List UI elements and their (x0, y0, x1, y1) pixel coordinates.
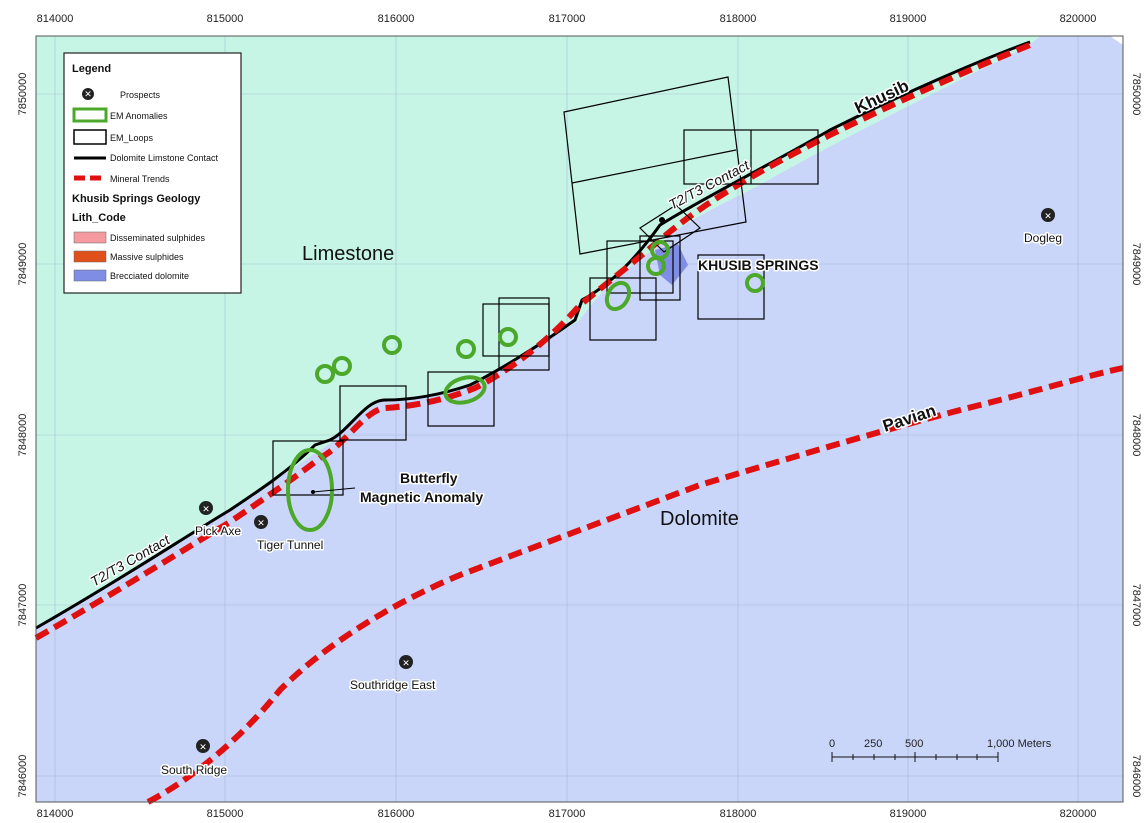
legend-geology-title: Khusib Springs Geology (72, 193, 201, 205)
prospect-label: Dogleg (1024, 231, 1062, 245)
y-tick-label: 7848000 (17, 414, 29, 457)
x-tick-label: 814000 (37, 13, 74, 25)
em-loop-swatch (73, 129, 107, 145)
em-anomaly (332, 356, 352, 376)
svg-text:✕: ✕ (1044, 211, 1052, 221)
brecciated-swatch (73, 269, 107, 282)
legend-trends: Mineral Trends (110, 174, 170, 184)
em-loops (272, 76, 819, 496)
prospect-tiger-tunnel: ✕ Tiger Tunnel (254, 515, 325, 554)
y-tick-label: 7850000 (1130, 73, 1142, 116)
x-tick-label: 818000 (720, 13, 757, 25)
y-axis-right: 7850000 7849000 7848000 7847000 7846000 (1130, 73, 1142, 798)
x-tick-label: 819000 (890, 13, 927, 25)
y-tick-label: 7846000 (17, 755, 29, 798)
legend-em-loops: EM_Loops (110, 133, 154, 143)
y-tick-label: 7850000 (17, 73, 29, 116)
x-tick-label: 817000 (549, 808, 586, 820)
em-loop-large (563, 76, 747, 255)
scale-tick-label: 500 (905, 738, 923, 750)
dolomite-limestone-contact (35, 40, 1031, 630)
em-loop (272, 440, 344, 496)
y-tick-label: 7846000 (1130, 755, 1142, 798)
prospect-label: Tiger Tunnel (257, 538, 323, 552)
y-tick-label: 7847000 (17, 584, 29, 627)
legend-prospects: Prospects (120, 90, 161, 100)
x-axis-bottom: 814000 815000 816000 817000 818000 81900… (37, 808, 1097, 820)
khusib-trend (34, 42, 1032, 641)
x-tick-label: 819000 (890, 808, 927, 820)
y-tick-label: 7848000 (1130, 414, 1142, 457)
limestone-label: Limestone (302, 243, 394, 265)
prospect-southridge-east: ✕ Southridge East (349, 655, 438, 694)
scale-tick-label: 1,000 Meters (987, 738, 1052, 750)
em-anomaly-swatch (72, 107, 108, 123)
legend-brecciated: Brecciated dolomite (110, 271, 189, 281)
khusib-springs-label: KHUSIB SPRINGS (698, 257, 819, 273)
x-tick-label: 815000 (207, 808, 244, 820)
x-tick-label: 818000 (720, 808, 757, 820)
map-frame (35, 35, 1124, 803)
y-tick-label: 7849000 (17, 243, 29, 286)
em-anomaly (456, 339, 476, 359)
x-tick-label: 817000 (549, 13, 586, 25)
legend-title: Legend (72, 63, 111, 75)
em-anomalies (286, 240, 765, 532)
svg-text:✕: ✕ (84, 89, 92, 99)
legend-lith-title: Lith_Code (72, 212, 126, 224)
x-axis-top: 814000 815000 816000 817000 818000 81900… (37, 13, 1097, 25)
svg-text:✕: ✕ (199, 742, 207, 752)
massive-swatch (73, 250, 107, 263)
disseminated-swatch (73, 231, 107, 244)
em-anomaly (443, 375, 487, 405)
y-axis-left: 7850000 7849000 7848000 7847000 7846000 (17, 73, 29, 798)
legend-massive: Massive sulphides (110, 252, 184, 262)
scale-tick-label: 0 (829, 738, 835, 750)
svg-text:✕: ✕ (202, 504, 210, 514)
em-anomaly (382, 335, 402, 355)
x-tick-label: 820000 (1060, 808, 1097, 820)
x-tick-label: 816000 (378, 13, 415, 25)
prospect-pick-axe: ✕ Pick Axe (194, 501, 243, 540)
em-anomaly (745, 273, 765, 293)
y-tick-label: 7847000 (1130, 584, 1142, 627)
x-tick-label: 815000 (207, 13, 244, 25)
butterfly-leader (312, 487, 356, 493)
prospect-dogleg: ✕ Dogleg (1023, 208, 1064, 247)
pavian-trend (146, 365, 1124, 805)
em-anomaly (604, 280, 632, 312)
prospect-south-ridge: ✕ South Ridge (160, 739, 229, 779)
scale-bar: 0 250 500 1,000 Meters (829, 738, 1052, 762)
em-anomaly (498, 327, 518, 347)
limestone-area (36, 36, 1040, 628)
svg-text:✕: ✕ (257, 518, 265, 528)
x-tick-label: 816000 (378, 808, 415, 820)
em-loop (339, 385, 407, 441)
em-loop (427, 371, 495, 427)
butterfly-label-line2: Magnetic Anomaly (360, 489, 483, 505)
prospect-icon (82, 88, 94, 100)
prospect-label: Southridge East (350, 678, 436, 692)
em-loop (639, 235, 681, 301)
svg-text:✕: ✕ (402, 658, 410, 668)
scale-tick-label: 250 (864, 738, 882, 750)
x-tick-label: 814000 (37, 808, 74, 820)
em-anomaly (315, 364, 335, 384)
x-tick-label: 820000 (1060, 13, 1097, 25)
dolomite-label: Dolomite (660, 508, 739, 530)
prospect-label: South Ridge (161, 763, 227, 777)
butterfly-label-line1: Butterfly (400, 470, 458, 486)
em-anomaly (650, 240, 670, 260)
legend-disseminated: Disseminated sulphides (110, 233, 206, 243)
legend: Legend ✕ Prospects EM Anomalies EM_Loops… (63, 52, 242, 294)
em-loop (589, 277, 657, 341)
y-tick-label: 7849000 (1130, 243, 1142, 286)
prospect-label: Pick Axe (195, 524, 241, 538)
legend-em-anomalies: EM Anomalies (110, 111, 168, 121)
legend-contact: Dolomite Limstone Contact (110, 153, 219, 163)
